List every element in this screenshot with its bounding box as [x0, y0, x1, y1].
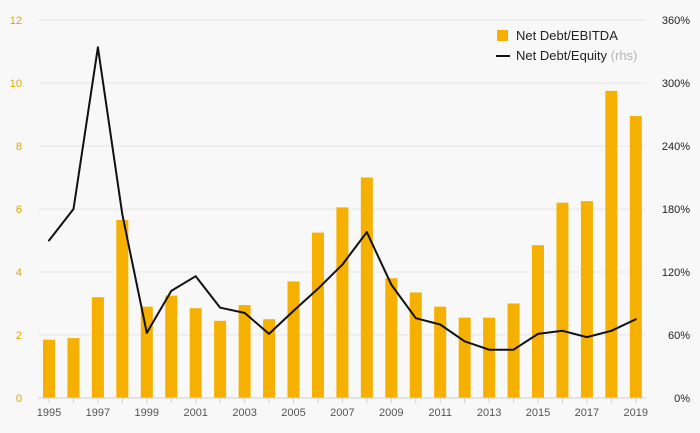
x-tick-label: 2019	[624, 407, 648, 419]
bar	[434, 306, 447, 398]
bar	[67, 338, 80, 398]
y-left-tick-label: 10	[10, 78, 22, 90]
bar	[409, 292, 422, 398]
bar	[629, 116, 642, 398]
x-tick-label: 2003	[232, 407, 256, 419]
bar	[311, 232, 324, 398]
bar	[91, 297, 104, 398]
y-left-tick-label: 4	[16, 267, 22, 279]
bar	[43, 339, 55, 398]
bar	[189, 308, 202, 398]
bar	[214, 320, 227, 398]
x-tick-label: 1995	[37, 407, 61, 419]
y-left-tick-label: 0	[16, 393, 22, 405]
x-tick-label: 2007	[330, 407, 354, 419]
legend-label-net-debt-ebitda: Net Debt/EBITDA	[516, 28, 618, 43]
bar	[580, 201, 593, 398]
x-tick-label: 2017	[575, 407, 599, 419]
bar	[165, 295, 178, 398]
x-tick-label: 2013	[477, 407, 501, 419]
bar	[263, 319, 276, 398]
bar	[385, 278, 398, 398]
x-tick-label: 2009	[379, 407, 403, 419]
x-tick-label: 2001	[183, 407, 207, 419]
y-right-tick-label: 60%	[668, 330, 690, 342]
x-tick-label: 1997	[86, 407, 110, 419]
bar	[287, 281, 300, 398]
y-left-tick-label: 8	[16, 141, 22, 153]
y-right-tick-label: 180%	[662, 204, 690, 216]
y-right-tick-label: 120%	[662, 267, 690, 279]
line-net-debt-equity	[48, 46, 637, 351]
bar	[360, 177, 373, 398]
bar	[458, 317, 471, 398]
x-tick-label: 2005	[281, 407, 305, 419]
bar	[605, 90, 618, 398]
bar	[532, 245, 544, 398]
y-left-tick-label: 12	[10, 15, 22, 27]
bar	[238, 305, 251, 398]
y-left-tick-label: 6	[16, 204, 22, 216]
legend-label-rhs-suffix: (rhs)	[611, 48, 638, 63]
bar	[140, 306, 153, 398]
legend: Net Debt/EBITDA Net Debt/Equity (rhs)	[496, 28, 637, 63]
bar	[507, 303, 520, 398]
y-right-tick-label: 300%	[662, 78, 690, 90]
legend-label-net-debt-equity-name: Net Debt/Equity	[516, 48, 608, 63]
x-tick-label: 2011	[428, 407, 452, 419]
y-right-tick-label: 0%	[674, 393, 690, 405]
bar	[556, 202, 569, 398]
y-right-tick-label: 240%	[662, 141, 690, 153]
axes: 0 0% 2 60% 4 120% 6 180% 8 240% 10 300% 12 360% 1995 19…	[10, 15, 690, 419]
bar-series	[43, 90, 642, 398]
legend-label-net-debt-equity: Net Debt/Equity (rhs)	[516, 48, 637, 63]
x-tick-label: 2015	[526, 407, 550, 419]
y-right-tick-label: 360%	[662, 15, 690, 27]
y-left-tick-label: 2	[16, 330, 22, 342]
bar	[116, 220, 129, 398]
line-series	[48, 46, 637, 351]
bar	[483, 317, 496, 398]
x-tick-label: 1999	[135, 407, 159, 419]
bar	[336, 207, 349, 398]
legend-swatch-net-debt-ebitda	[497, 30, 508, 41]
